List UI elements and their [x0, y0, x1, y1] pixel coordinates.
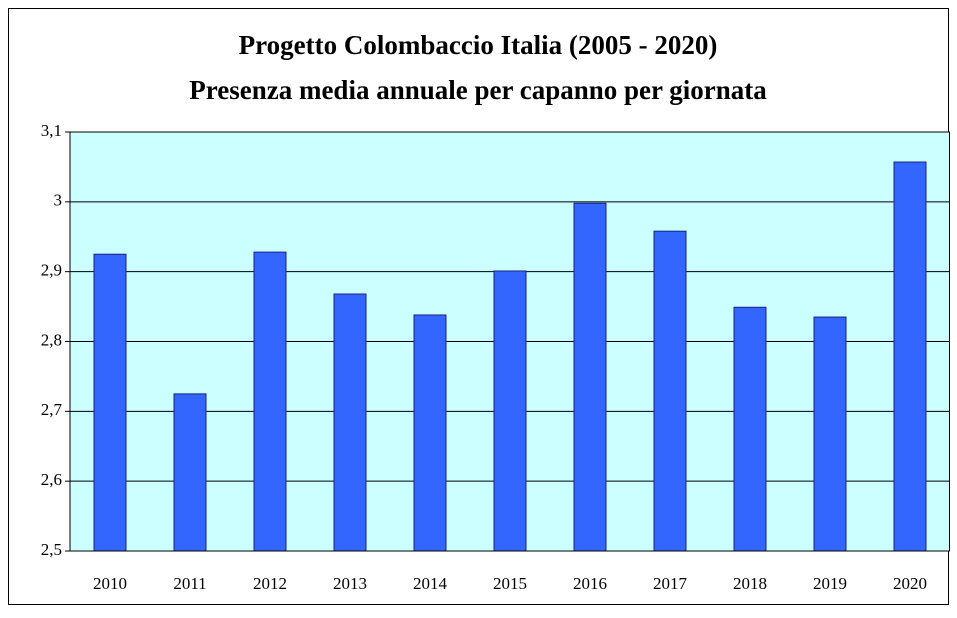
- x-tick-label: 2018: [733, 574, 767, 593]
- y-tick-label: 3: [54, 191, 63, 210]
- bar: [813, 316, 847, 552]
- y-tick-label: 3,1: [41, 121, 62, 140]
- y-tick-label: 2,6: [41, 470, 62, 489]
- y-tick-label: 2,5: [41, 540, 62, 559]
- y-tick-label: 2,8: [41, 330, 62, 349]
- chart-title: Progetto Colombaccio Italia (2005 - 2020…: [239, 30, 718, 60]
- bar: [893, 161, 927, 552]
- y-tick-label: 2,7: [41, 400, 63, 419]
- bar: [573, 202, 607, 552]
- chart-subtitle: Presenza media annuale per capanno per g…: [189, 75, 767, 105]
- bar: [173, 393, 207, 552]
- x-tick-label: 2016: [573, 574, 607, 593]
- x-tick-label: 2020: [893, 574, 927, 593]
- bar: [653, 230, 687, 552]
- bar: [733, 306, 767, 552]
- bar: [253, 251, 287, 552]
- x-tick-label: 2010: [93, 574, 127, 593]
- bar: [333, 293, 367, 552]
- x-tick-label: 2011: [173, 574, 206, 593]
- x-tick-label: 2012: [253, 574, 287, 593]
- bar: [93, 253, 127, 552]
- x-tick-label: 2014: [413, 574, 448, 593]
- x-tick-label: 2019: [813, 574, 847, 593]
- x-tick-label: 2015: [493, 574, 527, 593]
- y-tick-label: 2,9: [41, 261, 62, 280]
- bar: [413, 314, 447, 552]
- x-tick-label: 2013: [333, 574, 367, 593]
- x-tick-label: 2017: [653, 574, 688, 593]
- bar: [493, 270, 527, 552]
